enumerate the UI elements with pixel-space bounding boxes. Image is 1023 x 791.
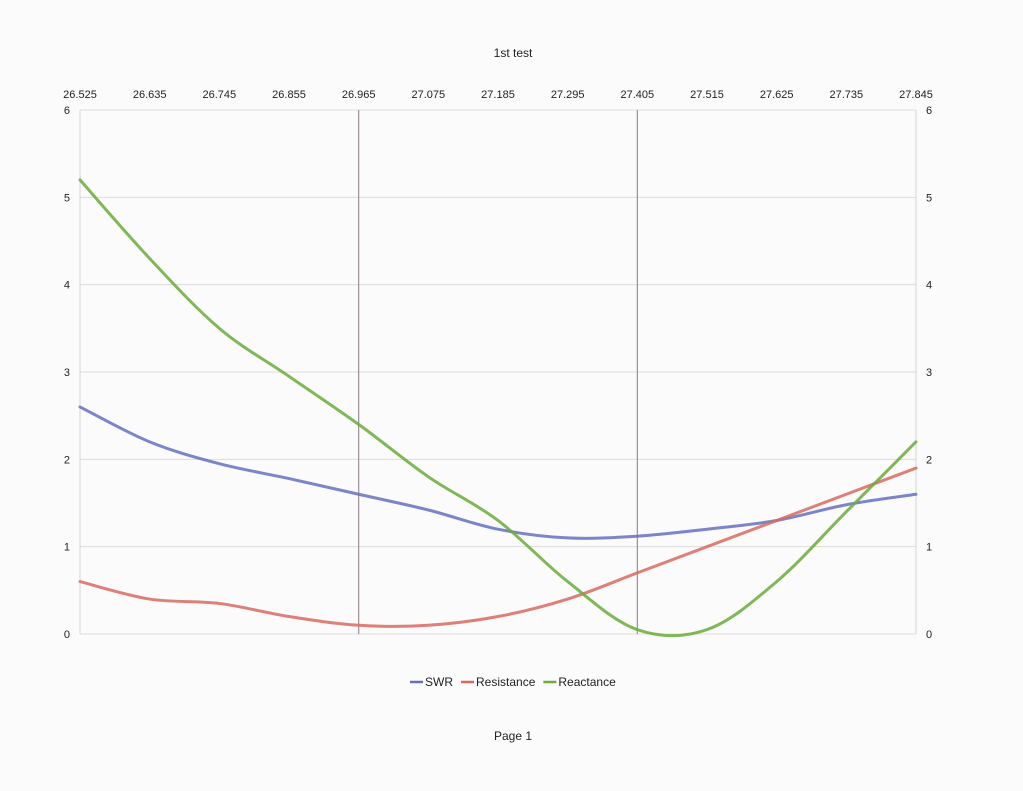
y-tick-label-right: 1 xyxy=(926,542,932,554)
x-tick-label: 27.845 xyxy=(899,89,933,101)
y-tick-label-right: 0 xyxy=(926,629,932,641)
x-tick-label: 26.525 xyxy=(63,89,97,101)
series-line-resistance xyxy=(78,466,918,628)
series-line-reactance xyxy=(78,178,918,638)
x-tick-label: 27.075 xyxy=(412,89,446,101)
chart-title: 1st test xyxy=(494,46,533,60)
y-tick-label-left: 4 xyxy=(64,280,70,292)
y-tick-label-right: 3 xyxy=(926,367,932,379)
y-tick-label-left: 6 xyxy=(64,105,70,117)
page-label: Page 1 xyxy=(494,729,532,743)
y-tick-label-left: 2 xyxy=(64,454,70,466)
series-lines xyxy=(78,178,918,638)
y-tick-label-left: 0 xyxy=(64,629,70,641)
y-tick-label-right: 4 xyxy=(926,280,932,292)
legend-label-swr: SWR xyxy=(425,675,453,689)
x-tick-label: 26.855 xyxy=(272,89,306,101)
y-tick-label-right: 5 xyxy=(926,192,932,204)
x-tick-label: 26.965 xyxy=(342,89,376,101)
x-tick-label: 27.295 xyxy=(551,89,585,101)
y-tick-label-right: 6 xyxy=(926,105,932,117)
y-tick-label-left: 3 xyxy=(64,367,70,379)
x-tick-label: 26.635 xyxy=(133,89,167,101)
y-tick-label-left: 1 xyxy=(64,542,70,554)
x-tick-label: 27.405 xyxy=(621,89,655,101)
axis-labels: 0 0 1 1 2 2 3 3 4 4 5 5 6 6 26.525 26.635 26.745 26.855 26… xyxy=(63,89,933,641)
legend-label-resistance: Resistance xyxy=(476,675,536,689)
legend: SWR Resistance Reactance xyxy=(410,675,616,689)
grid xyxy=(79,109,917,635)
x-tick-label: 27.625 xyxy=(760,89,794,101)
x-tick-label: 27.185 xyxy=(481,89,515,101)
x-tick-label: 27.515 xyxy=(690,89,724,101)
x-tick-label: 27.735 xyxy=(830,89,864,101)
y-tick-label-left: 5 xyxy=(64,192,70,204)
legend-label-reactance: Reactance xyxy=(558,675,616,689)
y-tick-label-right: 2 xyxy=(926,454,932,466)
x-tick-label: 26.745 xyxy=(203,89,237,101)
